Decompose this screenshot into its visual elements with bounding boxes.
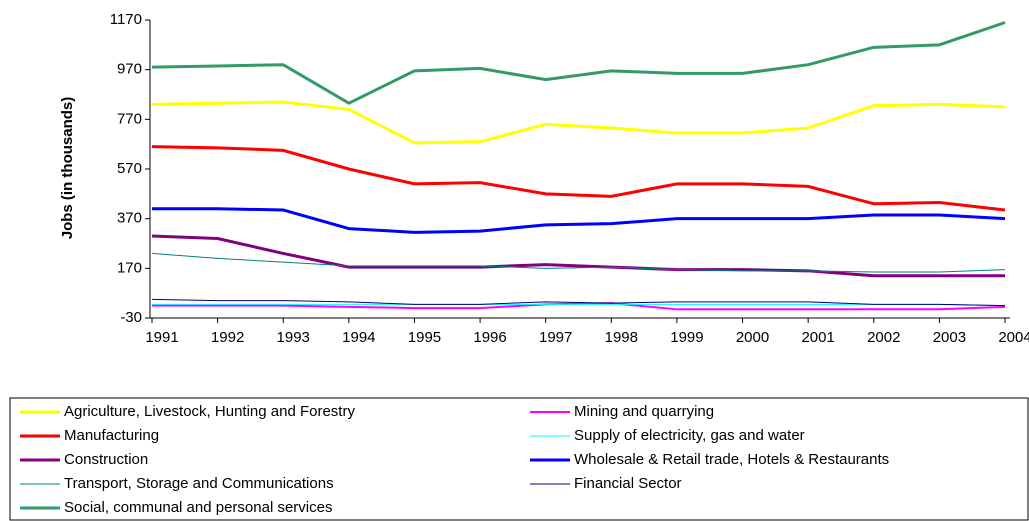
legend-label: Supply of electricity, gas and water [574, 427, 805, 444]
legend-label: Mining and quarrying [574, 403, 714, 420]
y-tick-label: 570 [117, 160, 142, 177]
series-line [151, 145, 1006, 212]
legend-label: Manufacturing [64, 427, 159, 444]
y-tick-label: -30 [120, 309, 142, 326]
series-line [151, 234, 1005, 278]
legend-label: Financial Sector [574, 475, 682, 492]
x-tick-label: 1996 [473, 329, 506, 346]
x-tick-label: 1992 [211, 329, 244, 346]
series-line [151, 21, 1006, 105]
series-line [151, 252, 1006, 273]
series-line [151, 298, 1006, 307]
x-tick-label: 1997 [539, 329, 572, 346]
legend-label: Transport, Storage and Communications [64, 475, 334, 492]
x-tick-label: 2003 [933, 329, 966, 346]
x-tick-label: 1994 [342, 329, 375, 346]
x-tick-label: 2004 [998, 329, 1029, 346]
series-line [152, 207, 1006, 234]
y-tick-label: 1170 [110, 11, 142, 28]
x-tick-label: 2000 [736, 329, 769, 346]
legend-label: Construction [64, 451, 148, 468]
x-tick-label: 2002 [867, 329, 900, 346]
series-line [151, 100, 1006, 145]
y-tick-label: 370 [117, 210, 142, 227]
x-tick-label: 1991 [145, 329, 178, 346]
legend-label: Wholesale & Retail trade, Hotels & Resta… [574, 451, 889, 468]
series-line [152, 302, 1006, 311]
y-tick-label: 170 [117, 259, 142, 276]
legend-box [9, 397, 1029, 521]
legend-label: Agriculture, Livestock, Hunting and Fore… [64, 403, 355, 420]
y-tick-label: 970 [117, 61, 142, 78]
x-tick-label: 1995 [408, 329, 441, 346]
y-tick-label: 770 [117, 110, 142, 127]
x-tick-label: 2001 [801, 329, 834, 346]
x-tick-label: 1993 [277, 329, 310, 346]
x-tick-label: 1998 [605, 329, 638, 346]
legend-label: Social, communal and personal services [64, 499, 332, 516]
y-axis-title: Jobs (in thousands) [59, 97, 76, 240]
x-tick-label: 1999 [670, 329, 703, 346]
